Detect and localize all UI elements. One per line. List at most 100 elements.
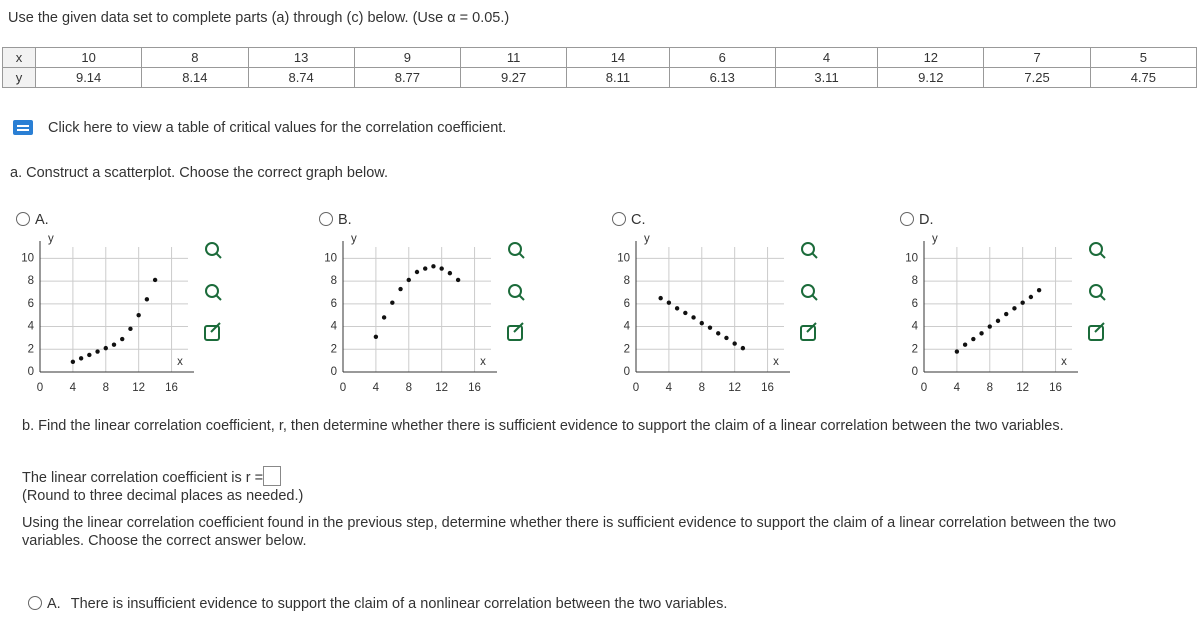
table-cell: 6.13 bbox=[668, 67, 776, 88]
table-cell: 12 bbox=[877, 47, 985, 68]
x-tick-label: 4 bbox=[954, 382, 961, 394]
table-cell: 8.14 bbox=[141, 67, 249, 88]
x-tick-label: 0 bbox=[633, 382, 639, 394]
option[interactable]: C. bbox=[612, 212, 646, 228]
icon-lens bbox=[801, 284, 815, 298]
icon-handle bbox=[811, 252, 818, 259]
point bbox=[716, 331, 721, 336]
x-tick-label: 8 bbox=[699, 382, 705, 394]
table-cell: 9.14 bbox=[34, 67, 143, 88]
point bbox=[1036, 287, 1042, 293]
y-tick-label: 4 bbox=[28, 321, 35, 333]
x-axis-label: x bbox=[480, 356, 486, 368]
x-tick-label: 8 bbox=[103, 382, 109, 394]
using-text: Using the linear correlation coefficient… bbox=[22, 515, 1117, 549]
option[interactable]: D. bbox=[900, 212, 934, 228]
icon-handle bbox=[1099, 252, 1106, 259]
table-cell: 14 bbox=[566, 47, 670, 68]
answer-box[interactable] bbox=[263, 466, 282, 486]
point bbox=[674, 306, 680, 311]
x-tick-label: 16 bbox=[761, 382, 774, 394]
table-cell: 13 bbox=[247, 47, 355, 68]
instructions: Use the given data set to complete parts… bbox=[8, 10, 510, 26]
point bbox=[87, 352, 92, 358]
x-tick-label: 12 bbox=[728, 382, 741, 394]
icon-lens bbox=[508, 284, 522, 298]
x-tick-label: 12 bbox=[435, 382, 448, 394]
table-cell: 3.11 bbox=[774, 67, 879, 88]
zoom-in[interactable] bbox=[205, 242, 222, 259]
x-tick-label: 0 bbox=[921, 382, 927, 394]
radio[interactable] bbox=[900, 212, 914, 226]
point bbox=[431, 264, 436, 269]
icon-lens bbox=[205, 242, 219, 256]
y-tick-label: 6 bbox=[912, 298, 918, 310]
row-header: x bbox=[2, 47, 36, 68]
y-tick-label: 8 bbox=[624, 275, 630, 287]
y-tick-label: 8 bbox=[28, 275, 34, 287]
zoom-in[interactable] bbox=[508, 242, 525, 259]
popout[interactable] bbox=[800, 322, 817, 341]
point bbox=[683, 310, 688, 316]
zoom-in[interactable] bbox=[801, 242, 818, 259]
table-cell: 10 bbox=[34, 47, 143, 68]
y-tick-label: 6 bbox=[624, 298, 630, 310]
point bbox=[136, 312, 141, 318]
point bbox=[732, 341, 737, 346]
x-tick-label: 8 bbox=[987, 382, 993, 394]
scatterplot[interactable]: 0 4 8 12 16 0 2 4 6 8 10 x y bbox=[305, 233, 535, 400]
popout[interactable] bbox=[1088, 322, 1105, 341]
point bbox=[120, 336, 125, 342]
radio[interactable] bbox=[16, 212, 30, 226]
popout[interactable] bbox=[204, 322, 221, 341]
y-tick-label: 0 bbox=[624, 366, 630, 378]
table-cell: 9 bbox=[353, 47, 462, 68]
zoom-out[interactable] bbox=[508, 284, 525, 301]
radio[interactable] bbox=[612, 212, 626, 226]
point bbox=[381, 315, 387, 320]
part-a: a. Construct a scatterplot. Choose the c… bbox=[10, 165, 389, 181]
table-cell: 8.77 bbox=[353, 67, 462, 88]
point bbox=[724, 335, 729, 341]
point bbox=[987, 324, 992, 329]
zoom-in[interactable] bbox=[1089, 242, 1106, 259]
x-tick-label: 0 bbox=[37, 382, 43, 394]
zoom-out[interactable] bbox=[801, 284, 818, 301]
zoom-out[interactable] bbox=[205, 284, 222, 301]
point bbox=[707, 325, 713, 330]
point bbox=[455, 277, 461, 283]
r-prompt: The linear correlation coefficient is r … bbox=[22, 470, 264, 486]
point bbox=[144, 297, 150, 302]
scatterplot[interactable]: 0 4 8 12 16 0 2 4 6 8 10 x y bbox=[886, 233, 1116, 400]
option[interactable]: B. bbox=[319, 212, 352, 228]
y-tick-label: 4 bbox=[331, 321, 338, 333]
icon-box bbox=[507, 325, 523, 341]
scatterplot[interactable]: 0 4 8 12 16 0 2 4 6 8 10 x y bbox=[2, 233, 232, 400]
popout[interactable] bbox=[507, 322, 524, 341]
zoom-out[interactable] bbox=[1089, 284, 1106, 301]
point bbox=[390, 300, 395, 305]
critical-values-link[interactable]: Click here to view a table of critical v… bbox=[48, 120, 507, 136]
x-tick-label: 4 bbox=[70, 382, 77, 394]
part-b: b. Find the linear correlation coefficie… bbox=[22, 418, 1064, 434]
scatterplot[interactable]: 0 4 8 12 16 0 2 4 6 8 10 x y bbox=[598, 233, 828, 400]
y-axis-label: y bbox=[48, 233, 54, 245]
y-tick-label: 6 bbox=[331, 298, 337, 310]
icon-lens bbox=[1089, 242, 1103, 256]
point bbox=[406, 277, 411, 283]
y-tick-label: 6 bbox=[28, 298, 34, 310]
y-tick-label: 4 bbox=[624, 321, 631, 333]
radio[interactable] bbox=[28, 596, 42, 610]
point bbox=[658, 295, 663, 301]
option[interactable]: A. bbox=[16, 212, 49, 228]
radio[interactable] bbox=[319, 212, 333, 226]
y-tick-label: 2 bbox=[912, 343, 918, 355]
link-row: Click here to view a table of critical v… bbox=[12, 118, 506, 136]
round-note: (Round to three decimal places as needed… bbox=[22, 488, 304, 504]
table-cell: 6 bbox=[668, 47, 776, 68]
answer-text: There is insufficient evidence to suppor… bbox=[70, 596, 728, 612]
y-axis-label: y bbox=[644, 233, 650, 245]
x-tick-label: 4 bbox=[373, 382, 380, 394]
point bbox=[954, 349, 960, 354]
answer-option[interactable]: A. There is insufficient evidence to sup… bbox=[28, 596, 727, 612]
